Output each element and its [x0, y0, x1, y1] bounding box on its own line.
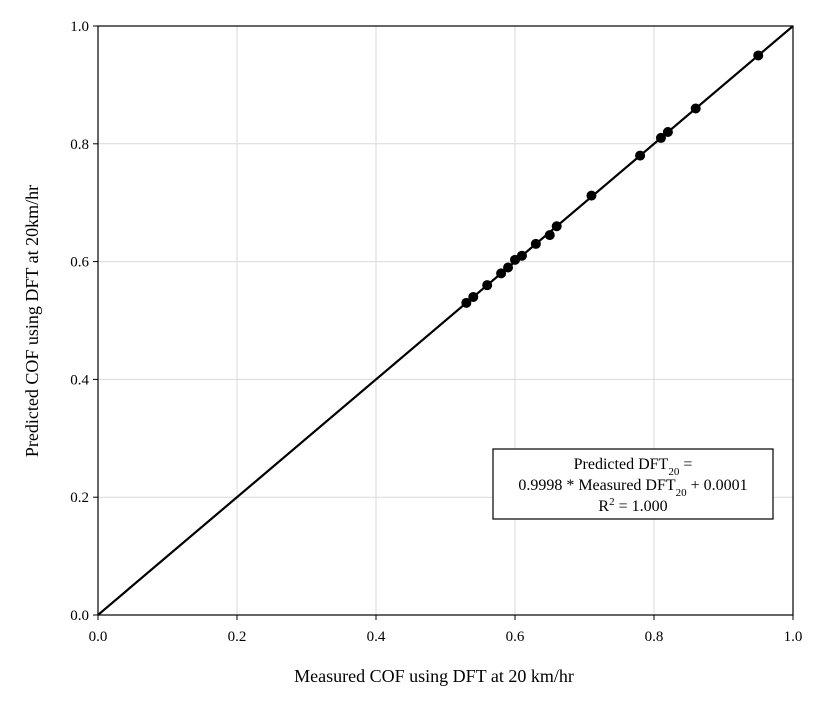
x-tick-label: 0.0: [89, 629, 108, 645]
data-point: [530, 238, 541, 249]
equation-line-2-main: 0.9998 * Measured DFT: [518, 477, 676, 494]
equation-line-2-subscript: 20: [676, 487, 688, 499]
y-axis-label: Predicted COF using DFT at 20km/hr: [22, 185, 42, 457]
axis-ticks: 0.0 0.2 0.4 0.6 0.8 1.0 0.0 0.2 0.4 0.6 0.8 1.0: [70, 19, 802, 645]
regression-equation-box: Predicted DFT20 = 0.9998 * Measured DFT2…: [492, 448, 774, 520]
data-point: [662, 127, 673, 138]
x-tick-label: 0.8: [645, 629, 664, 645]
equation-line-1-main: Predicted DFT: [574, 456, 669, 473]
equation-line-3-superscript: 2: [609, 496, 615, 508]
equation-line-2: 0.9998 * Measured DFT20 + 0.0001: [518, 477, 747, 499]
data-point: [482, 280, 493, 291]
data-point: [690, 103, 701, 114]
y-tick-label: 0.2: [70, 490, 89, 506]
data-point: [461, 297, 472, 308]
y-tick-label: 0.0: [70, 608, 89, 624]
y-tick-label: 1.0: [70, 19, 89, 35]
equation-box-frame: [492, 448, 774, 520]
x-axis-label: Measured COF using DFT at 20 km/hr: [294, 666, 574, 686]
equation-line-1-subscript: 20: [668, 466, 680, 478]
x-tick-label: 0.2: [228, 629, 247, 645]
data-point: [753, 50, 764, 61]
data-point: [544, 230, 555, 241]
data-point: [468, 291, 479, 302]
data-point: [586, 190, 597, 201]
data-point: [551, 221, 562, 232]
x-tick-label: 0.6: [506, 629, 525, 645]
data-point: [503, 262, 514, 273]
equation-line-1-end: =: [679, 456, 692, 473]
equation-line-1: Predicted DFT20 =: [574, 456, 693, 478]
equation-line-3-end: = 1.000: [615, 498, 668, 515]
data-point: [635, 150, 646, 161]
data-points: [461, 50, 764, 308]
y-tick-label: 0.8: [70, 137, 89, 153]
data-point: [496, 268, 507, 279]
equation-line-2-end: + 0.0001: [687, 477, 748, 494]
x-tick-label: 0.4: [367, 629, 386, 645]
x-tick-label: 1.0: [784, 629, 803, 645]
fit-line: [97, 25, 794, 616]
y-tick-label: 0.4: [70, 372, 89, 388]
plot-area-frame: [97, 25, 794, 616]
data-point: [655, 132, 666, 143]
data-point: [516, 250, 527, 261]
y-tick-label: 0.6: [70, 255, 89, 271]
equation-line-3-main: R: [598, 498, 609, 515]
equation-line-3: R2 = 1.000: [598, 496, 667, 515]
